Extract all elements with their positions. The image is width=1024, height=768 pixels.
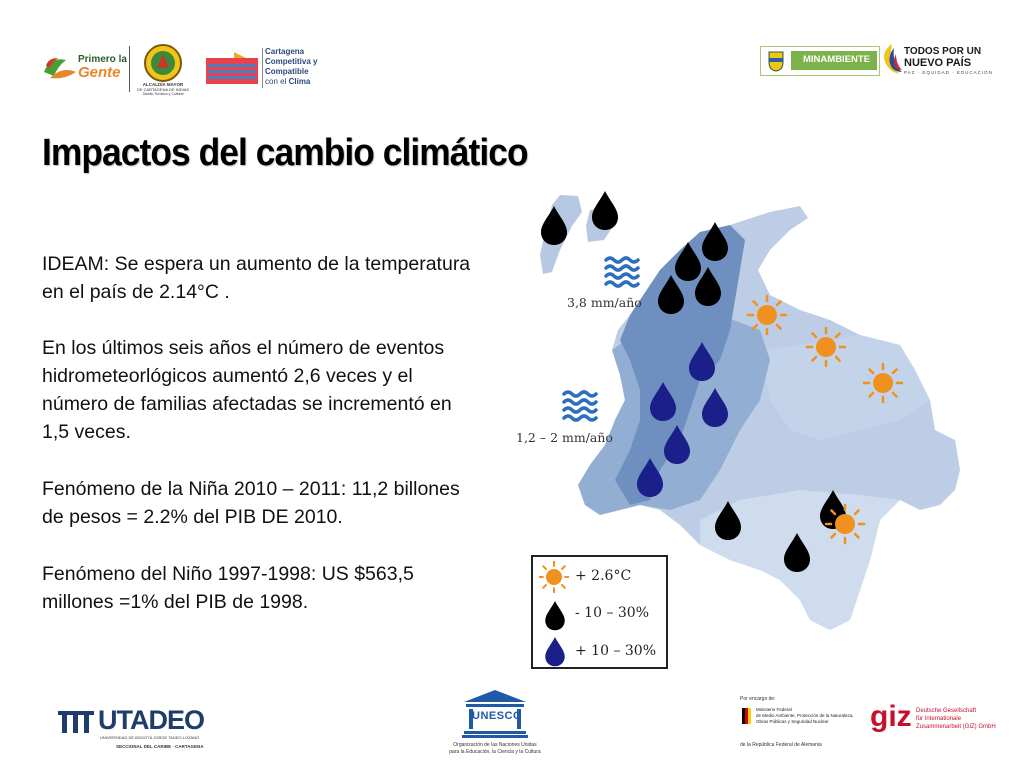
legend-symbols (539, 560, 569, 667)
logo-cartagena-clima: Cartagena Competitiva y Compatible con e… (206, 46, 318, 90)
logo-minambiente: MINAMBIENTE (760, 46, 880, 76)
logo-primero-line2: Gente (78, 64, 121, 81)
leaf-icon (44, 58, 76, 79)
utadeo-name: UTADEO (98, 705, 205, 735)
sun-icon (805, 326, 847, 368)
giz-name: giz (870, 700, 912, 733)
flag-swirl-icon (884, 44, 902, 74)
header-divider (129, 46, 130, 92)
cartagena-line3: Compatible (265, 67, 309, 76)
logo-primero-line1: Primero la (78, 54, 127, 65)
logo-bmub: Por encargo de: Ministerio Federal de Me… (740, 696, 854, 752)
paragraph-nina: Fenómeno de la Niña 2010 – 2011: 11,2 bi… (42, 478, 460, 528)
bmub-line1: Ministerio Federal (756, 707, 792, 712)
bmub-line3: Obras Públicas y Seguridad Nuclear (756, 719, 829, 724)
bmub-bottom: de la República Federal de Alemania (740, 742, 822, 748)
region-east (760, 335, 930, 440)
coat-of-arms-icon (768, 51, 784, 72)
logo-alcaldia: ALCALDÍA MAYOR DE CARTAGENA DE INDIAS Di… (136, 44, 190, 96)
legend-sun-icon (539, 560, 569, 594)
legend-black-drop-icon (545, 601, 565, 631)
utadeo-emblem-icon (58, 711, 94, 733)
cartagena-line4: con el Clima (265, 77, 310, 86)
sun-icon (862, 362, 904, 404)
paragraph-eventos: En los últimos seis años el número de ev… (42, 337, 452, 443)
map-label-north: 3,8 mm/año (567, 295, 642, 310)
map-label-west: 1,2 – 2 mm/año (516, 430, 613, 445)
minambiente-label: MINAMBIENTE (803, 54, 871, 65)
paragraph-nino: Fenómeno del Niño 1997-1998: US $563,5 m… (42, 563, 414, 613)
seal-icon (144, 44, 182, 82)
todos-line1: TODOS POR UN (904, 46, 982, 57)
cartagena-line4-a: con el (265, 77, 287, 86)
alcaldia-line3: Distrito Turístico y Cultural (142, 92, 184, 96)
legend-temp-label: + 2.6°C (575, 568, 632, 584)
legend-blue-drop-icon (545, 637, 565, 667)
cartagena-line4-b: Clima (288, 77, 311, 86)
giz-line1: Deutsche Gesellschaft (916, 708, 977, 714)
giz-line2: für Internationale (916, 716, 962, 722)
map-legend: + 2.6°C - 10 – 30% + 10 – 30% (531, 555, 668, 669)
minambiente-bar (791, 51, 877, 70)
logo-utadeo: UTADEO UNIVERSIDAD DE BOGOTÁ JORGE TADEO… (56, 705, 216, 753)
sun-icon (824, 503, 866, 545)
logo-primero-la-gente: Primero la Gente (40, 48, 128, 92)
sun-icon (746, 294, 788, 336)
black-drop-icon (592, 191, 618, 230)
giz-line3: Zusammenarbeit (GIZ) GmbH (916, 724, 996, 730)
legend-wet-label: + 10 – 30% (575, 643, 657, 659)
waves-icon (604, 256, 640, 288)
city-icon (206, 52, 258, 84)
unesco-temple-icon (462, 690, 528, 738)
unesco-name: UNESCO (472, 710, 523, 722)
utadeo-sub2: SECCIONAL DEL CARIBE · CARTAGENA (116, 744, 204, 749)
legend-dry-label: - 10 – 30% (575, 605, 650, 621)
logo-unesco: UNESCO Organización de las Naciones Unid… (440, 688, 550, 760)
alcaldia-line1: ALCALDÍA MAYOR (142, 82, 184, 87)
cartagena-line2: Competitiva y (265, 57, 318, 66)
colombia-map (540, 191, 960, 630)
bmub-top: Por encargo de: (740, 696, 776, 702)
unesco-sub2: para la Educación, la Ciencia y la Cultu… (449, 749, 541, 755)
waves-icon (562, 390, 598, 422)
cartagena-line1: Cartagena (265, 47, 305, 56)
slide-title: Impactos del cambio climático (42, 132, 529, 174)
todos-line3: PAZ · EQUIDAD · EDUCACIÓN (904, 70, 993, 75)
bmub-line2: de Medio Ambiente, Protección de la Natu… (756, 713, 854, 718)
utadeo-sub1: UNIVERSIDAD DE BOGOTÁ JORGE TADEO LOZANO (100, 735, 200, 740)
cartagena-divider (262, 48, 263, 88)
logo-todos-por-un-nuevo-pais: TODOS POR UN NUEVO PAÍS PAZ · EQUIDAD · … (880, 40, 992, 80)
unesco-sub1: Organización de las Naciones Unidas (453, 742, 537, 748)
alcaldia-line2: DE CARTAGENA DE INDIAS (136, 87, 190, 92)
logo-giz: giz Deutsche Gesellschaft für Internatio… (870, 700, 996, 740)
todos-line2: NUEVO PAÍS (904, 57, 972, 69)
paragraph-ideam: IDEAM: Se espera un aumento de la temper… (42, 253, 471, 303)
german-flag-icon (742, 708, 751, 724)
